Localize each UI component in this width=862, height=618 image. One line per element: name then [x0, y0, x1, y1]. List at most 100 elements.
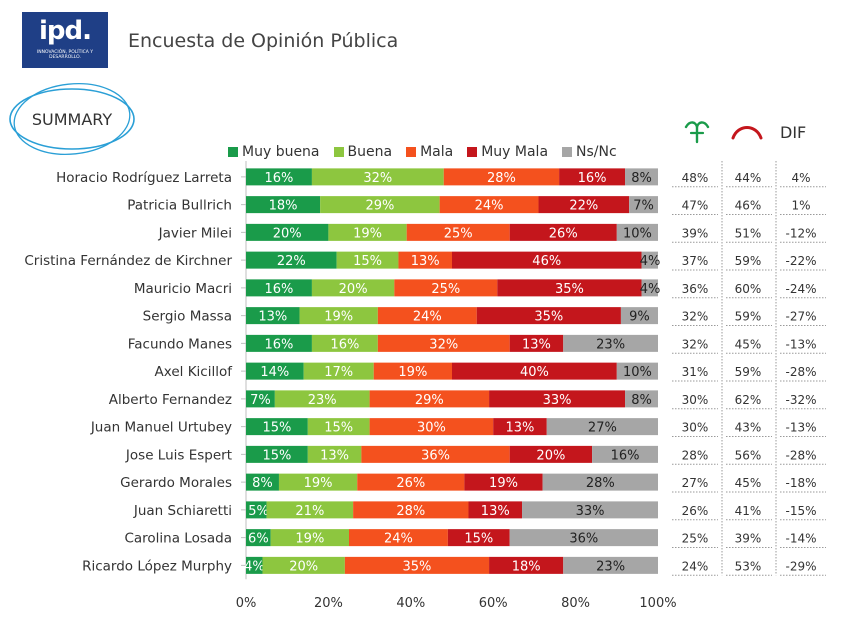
positive-value: 30%	[682, 393, 709, 407]
bar-segment	[447, 529, 510, 547]
data-label: 18%	[269, 199, 298, 214]
dif-value: -13%	[785, 337, 816, 351]
category-label: Jose Luis Espert	[125, 447, 232, 463]
data-label: 26%	[549, 226, 578, 241]
x-tick-label: 20%	[314, 596, 343, 611]
data-label: 32%	[429, 337, 458, 352]
bar-segment	[246, 556, 263, 574]
bar-segment	[246, 307, 300, 325]
bar-segment	[270, 529, 349, 547]
bar-segment	[246, 168, 312, 186]
data-label: 16%	[611, 448, 640, 463]
positive-value: 36%	[682, 282, 709, 296]
summary-badge: SUMMARY	[5, 82, 139, 156]
positive-value: 48%	[682, 171, 709, 185]
data-label: 23%	[596, 559, 625, 574]
summary-ellipse-icon	[9, 83, 135, 155]
bar-segment	[311, 168, 444, 186]
data-label: 40%	[520, 365, 549, 380]
category-label: Alberto Fernandez	[109, 392, 232, 408]
dif-header: DIF	[780, 123, 807, 142]
bar-segment	[616, 223, 658, 241]
data-label: 29%	[365, 199, 394, 214]
bar-segment	[468, 501, 523, 519]
ipd-logo: ipd. INNOVACIÓN, POLÍTICA Y DESARROLLO.	[22, 12, 108, 68]
data-label: 10%	[623, 226, 652, 241]
dif-value: -15%	[785, 504, 816, 518]
category-label: Horacio Rodríguez Larreta	[56, 170, 232, 186]
data-label: 7%	[633, 199, 654, 214]
dif-value: -12%	[785, 226, 816, 240]
positive-value: 25%	[682, 532, 709, 546]
negative-value: 45%	[735, 476, 762, 490]
bar-segment	[641, 251, 658, 269]
data-label: 13%	[522, 337, 551, 352]
bar-segment	[311, 279, 395, 297]
data-label: 30%	[417, 421, 446, 436]
data-label: 8%	[252, 476, 273, 491]
data-label: 16%	[265, 282, 294, 297]
bar-segment	[246, 279, 312, 297]
category-label: Juan Schiaretti	[133, 503, 232, 519]
data-label: 13%	[411, 254, 440, 269]
data-label: 15%	[324, 421, 353, 436]
data-label: 19%	[304, 476, 333, 491]
data-label: 5%	[248, 504, 269, 519]
data-label: 13%	[481, 504, 510, 519]
bar-segment	[509, 445, 593, 463]
data-label: 21%	[295, 504, 324, 519]
bar-segment	[509, 529, 658, 547]
bar-segment	[344, 556, 490, 574]
bar-segment	[406, 223, 510, 241]
data-label: 15%	[262, 421, 291, 436]
dif-value: -18%	[785, 476, 816, 490]
bar-segment	[443, 168, 560, 186]
bar-segment	[439, 196, 539, 214]
positive-value: 26%	[682, 504, 709, 518]
legend-item: Buena	[333, 144, 392, 160]
positive-value: 24%	[682, 559, 709, 573]
bar-segment	[246, 334, 312, 352]
bar-segment	[361, 445, 510, 463]
data-label: 15%	[353, 254, 382, 269]
dif-value: -29%	[785, 559, 816, 573]
dif-value: 1%	[791, 199, 810, 213]
data-label: 22%	[277, 254, 306, 269]
negative-value: 59%	[735, 254, 762, 268]
bar-segment	[373, 362, 452, 380]
bar-segment	[563, 556, 658, 574]
positive-value: 39%	[682, 226, 709, 240]
x-tick-label: 0%	[236, 596, 257, 611]
bar-segment	[616, 362, 658, 380]
data-label: 33%	[543, 393, 572, 408]
positive-value: 30%	[682, 421, 709, 435]
positive-value: 47%	[682, 199, 709, 213]
category-label: Ricardo López Murphy	[82, 558, 232, 574]
negative-value: 41%	[735, 504, 762, 518]
bar-segment	[377, 307, 477, 325]
bar-segment	[476, 307, 621, 325]
bar-segment	[497, 279, 642, 297]
bar-segment	[262, 556, 345, 574]
bar-segment	[377, 334, 510, 352]
bar-segment	[246, 529, 271, 547]
data-label: 7%	[250, 393, 271, 408]
bar-segment	[299, 307, 378, 325]
legend-swatch-muy-mala	[467, 147, 478, 157]
bar-segment	[489, 556, 564, 574]
bar-segment	[464, 473, 543, 491]
legend-label: Ns/Nc	[576, 144, 617, 160]
bar-segment	[509, 223, 617, 241]
data-label: 32%	[363, 171, 392, 186]
data-label: 19%	[489, 476, 518, 491]
bar-segment	[563, 334, 658, 352]
legend-label: Mala	[420, 144, 454, 160]
bar-segment	[353, 501, 469, 519]
data-label: 28%	[396, 504, 425, 519]
bar-segment	[307, 445, 362, 463]
bar-segment	[246, 390, 275, 408]
bar-segment	[369, 418, 494, 436]
positive-value: 37%	[682, 254, 709, 268]
category-label: Javier Milei	[158, 225, 232, 241]
negative-value: 59%	[735, 310, 762, 324]
